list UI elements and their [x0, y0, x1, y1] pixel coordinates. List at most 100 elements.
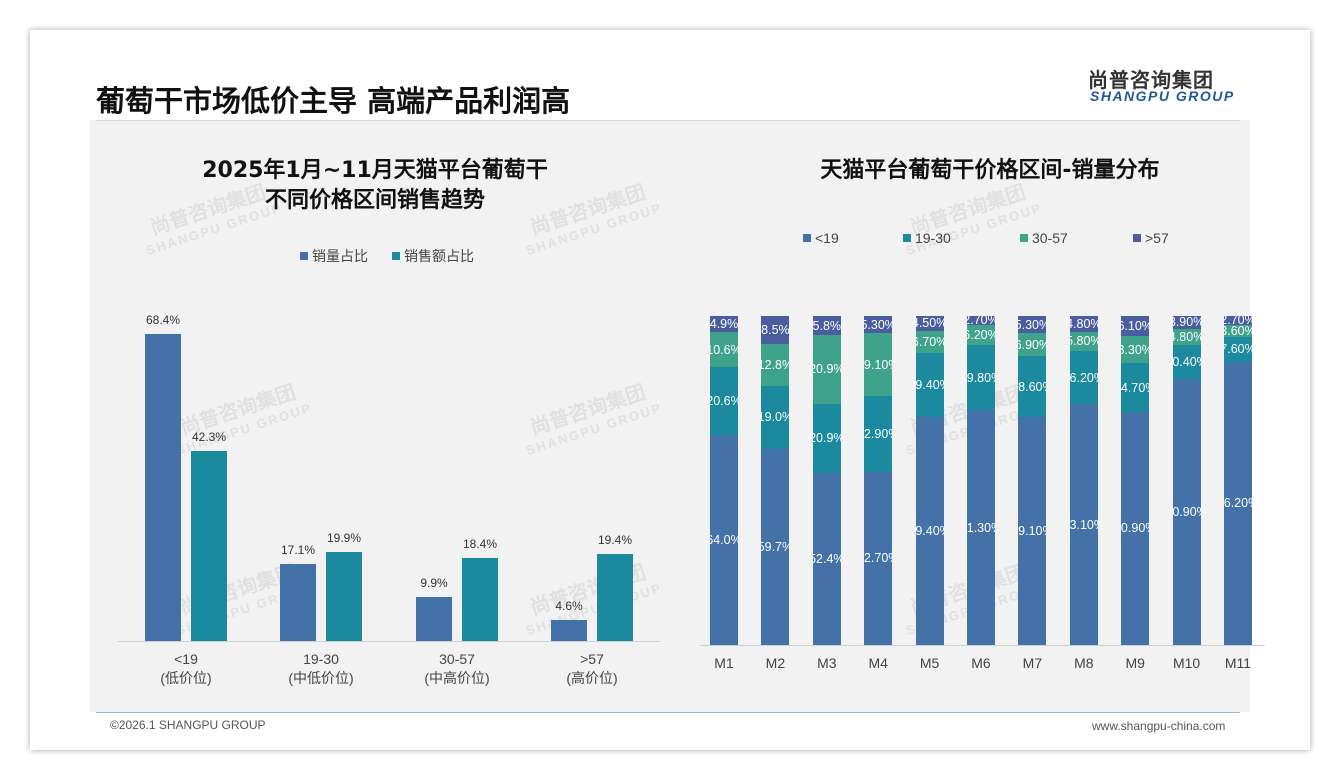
x-tick-label: <19 (低价位) — [131, 650, 241, 688]
segment-label: 5.30% — [1018, 317, 1046, 332]
footer-copyright: ©2026.1 SHANGPU GROUP — [110, 718, 266, 732]
segment-label: 16.20% — [1069, 370, 1098, 385]
left-chart-title-line2: 不同价格区间销售趋势 — [264, 188, 485, 213]
legend-swatch — [300, 252, 308, 260]
stack-segment: 14.70% — [1121, 363, 1150, 412]
data-label: 68.4% — [145, 313, 181, 327]
x-tick-label: M3 — [817, 655, 837, 671]
stack-segment: 5.80% — [1069, 331, 1098, 351]
left-chart-title: 2025年1月~11月天猫平台葡萄干 不同价格区间销售趋势 — [150, 156, 600, 216]
legend-label: >57 — [1145, 230, 1169, 246]
stack-segment: 2.70% — [967, 316, 995, 325]
segment-label: 4.80% — [1070, 316, 1098, 331]
data-label: 17.1% — [280, 543, 316, 558]
data-label: 19.4% — [597, 532, 633, 547]
segment-label: 10.6% — [710, 342, 738, 357]
legend-item-sales: 销售额占比 — [392, 246, 474, 266]
category-tier: (高价位) — [566, 670, 618, 686]
stack-segment: 5.30% — [1018, 316, 1047, 334]
legend-swatch — [1020, 234, 1028, 242]
stack-segment: 8.5% — [761, 316, 790, 344]
category-tier: (中高价位) — [424, 670, 490, 686]
stack-segment: 19.40% — [915, 352, 944, 417]
segment-label: 14.70% — [1121, 380, 1149, 395]
stack-segment: 3.90% — [1172, 316, 1201, 329]
left-chart-title-line1: 2025年1月~11月天猫平台葡萄干 — [202, 158, 548, 183]
segment-label: 3.60% — [1224, 324, 1252, 337]
footer-divider — [96, 712, 1240, 713]
page-title: 葡萄干市场低价主导 高端产品利润高 — [96, 84, 571, 118]
stack-segment: 86.20% — [1224, 361, 1252, 645]
legend-swatch — [803, 234, 811, 242]
bar-sales — [326, 551, 362, 641]
segment-label: 3.90% — [1173, 316, 1201, 329]
segment-label: 20.9% — [813, 431, 841, 446]
stack-segment: 59.7% — [761, 448, 790, 645]
x-tick-label: M9 — [1125, 655, 1145, 671]
legend-swatch — [903, 234, 911, 242]
segment-label: 69.40% — [915, 523, 944, 538]
x-tick-label: M6 — [971, 655, 991, 671]
stack-segment: 10.6% — [710, 332, 738, 367]
segment-label: 7.60% — [1224, 342, 1252, 357]
stack-segment: 2.70% — [1224, 316, 1252, 325]
segment-label: 86.20% — [1224, 496, 1252, 511]
category-range: <19 — [174, 651, 198, 667]
stack-segment: 73.10% — [1069, 404, 1098, 645]
legend-item: <19 — [803, 230, 839, 246]
left-x-axis — [118, 641, 660, 642]
segment-label: 22.90% — [864, 426, 892, 441]
stack-segment: 71.30% — [967, 410, 995, 645]
legend-swatch — [392, 252, 400, 260]
bar-volume — [280, 564, 316, 641]
category-tier: (低价位) — [160, 670, 212, 686]
x-tick-label: M2 — [765, 655, 786, 671]
segment-label: 71.30% — [967, 520, 995, 535]
segment-label: 19.0% — [761, 410, 789, 425]
data-label: 9.9% — [420, 575, 448, 590]
segment-label: 5.80% — [1070, 334, 1098, 349]
legend-item-volume: 销量占比 — [300, 246, 368, 266]
stack-segment: 20.9% — [812, 403, 841, 473]
segment-label: 6.70% — [916, 334, 944, 349]
x-tick-label: >57 (高价位) — [537, 650, 647, 688]
segment-label: 70.90% — [1121, 521, 1149, 536]
x-tick-label: M1 — [714, 655, 734, 671]
legend-label: 销售额占比 — [404, 248, 474, 264]
segment-label: 8.5% — [761, 322, 790, 337]
bar-sales — [462, 558, 498, 641]
bar-volume — [145, 334, 181, 641]
stack-segment: 19.80% — [967, 345, 995, 411]
stack-segment: 4.9% — [710, 316, 738, 333]
stack-segment: 8.30% — [1121, 336, 1150, 364]
segment-label: 5.30% — [864, 317, 892, 332]
segment-label: 8.30% — [1121, 342, 1149, 357]
segment-label: 73.10% — [1069, 517, 1098, 532]
stack-segment: 5.30% — [864, 316, 893, 334]
logo-cn: 尚普咨询集团 — [1088, 68, 1214, 92]
category-tier: (中低价位) — [288, 670, 354, 686]
legend-item: 19-30 — [903, 230, 951, 246]
x-tick-label: M7 — [1022, 655, 1043, 671]
header-divider — [96, 120, 1240, 121]
x-tick-label: 19-30 (中低价位) — [266, 650, 376, 688]
segment-label: 2.70% — [1224, 316, 1252, 325]
stack-segment: 69.40% — [915, 416, 944, 645]
stack-segment: 6.20% — [967, 324, 995, 346]
category-range: 19-30 — [303, 651, 339, 667]
stack-segment: 6.70% — [915, 330, 944, 353]
bar-volume — [416, 596, 452, 641]
segment-label: 6.10% — [1121, 319, 1149, 334]
segment-label: 52.70% — [864, 551, 892, 566]
stack-segment: 3.60% — [1224, 324, 1252, 337]
stack-segment: 4.80% — [1172, 328, 1201, 345]
x-tick-label: M8 — [1074, 655, 1094, 671]
stack-segment: 22.90% — [864, 396, 893, 472]
logo-en: SHANGPU GROUP — [1090, 88, 1235, 104]
segment-label: 19.10% — [864, 357, 892, 372]
bar-sales — [597, 553, 633, 641]
x-tick-label: 30-57 (中高价位) — [402, 650, 512, 688]
category-range: >57 — [580, 651, 604, 667]
segment-label: 5.8% — [812, 318, 841, 333]
stack-segment: 5.8% — [812, 316, 841, 336]
